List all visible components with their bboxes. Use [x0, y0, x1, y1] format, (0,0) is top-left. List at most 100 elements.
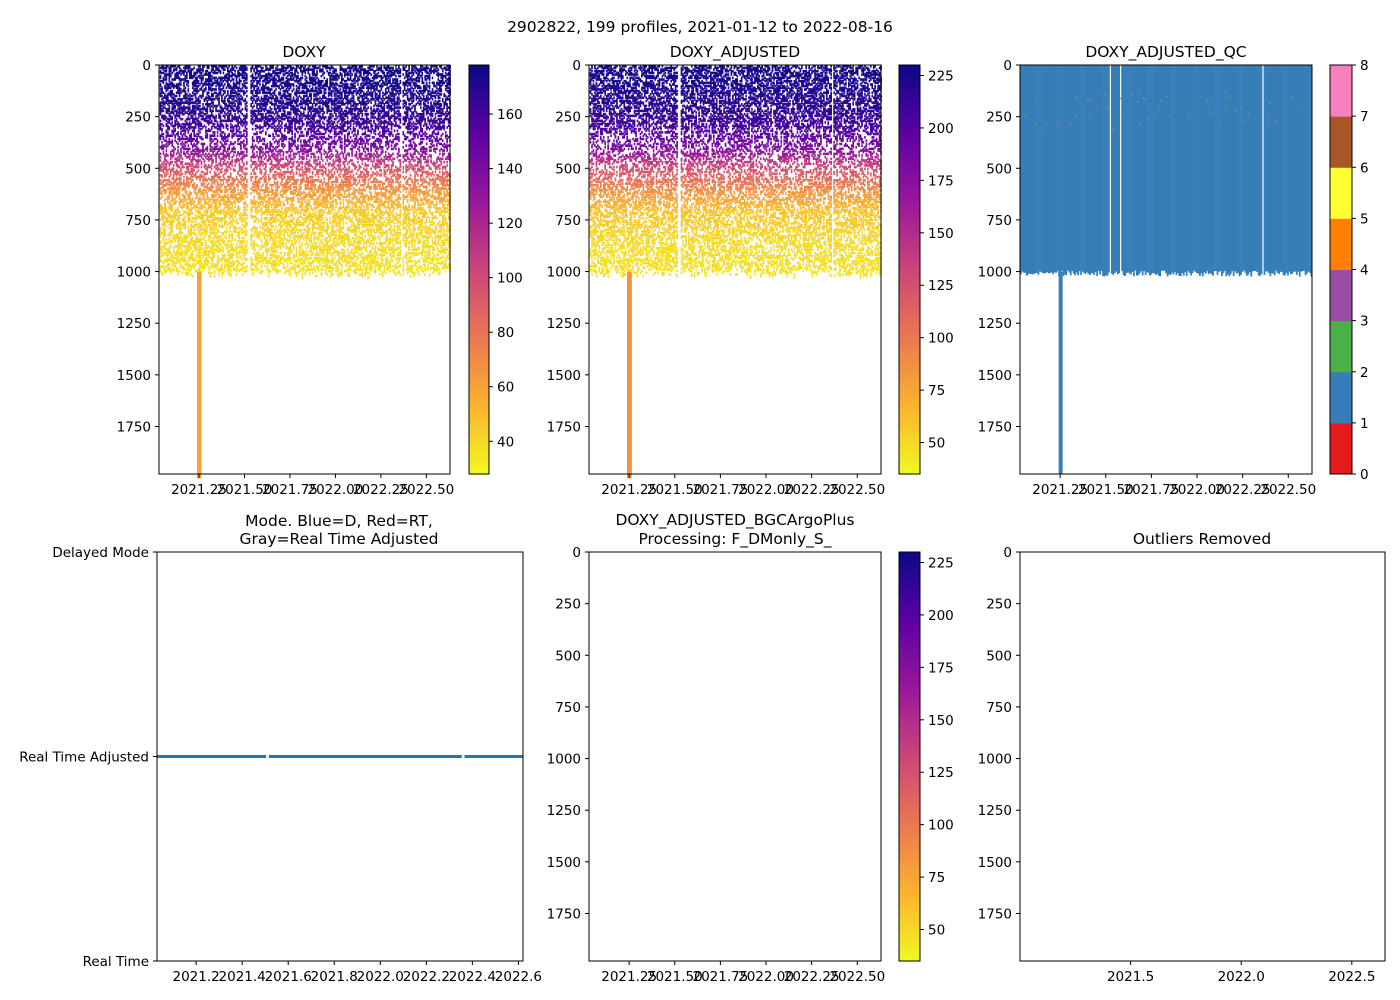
heatmap-cell [169, 266, 172, 270]
heatmap-cell [159, 159, 162, 162]
heatmap-cell [175, 218, 178, 222]
heatmap-cell [196, 192, 198, 195]
heatmap-cell [260, 172, 263, 176]
heatmap-cell [209, 157, 212, 161]
heatmap-cell [187, 273, 190, 276]
heatmap-cell [162, 183, 165, 187]
heatmap-cell [221, 81, 223, 85]
heatmap-cell [270, 248, 273, 252]
heatmap-cell [177, 248, 179, 252]
heatmap-cell [225, 179, 228, 182]
heatmap-cell [178, 83, 181, 86]
heatmap-cell [267, 202, 270, 205]
heatmap-cell [186, 177, 188, 180]
heatmap-cell [215, 76, 217, 80]
heatmap-cell [202, 69, 204, 73]
heatmap-cell [273, 127, 276, 131]
heatmap-cell [213, 91, 216, 95]
heatmap-cell [244, 124, 247, 128]
heatmap-cell [177, 251, 179, 255]
heatmap-cell [226, 197, 229, 200]
heatmap-cell [260, 185, 263, 189]
heatmap-cell [183, 107, 185, 111]
heatmap-cell [272, 183, 274, 187]
heatmap-cell [282, 187, 285, 190]
heatmap-cell [254, 177, 257, 180]
heatmap-cell [231, 91, 233, 95]
heatmap-cell [244, 116, 247, 119]
heatmap-cell [162, 78, 165, 81]
heatmap-cell [218, 248, 220, 252]
heatmap-cell [231, 233, 233, 237]
heatmap-cell [281, 98, 283, 101]
heatmap-cell [199, 256, 201, 260]
heatmap-cell [224, 136, 226, 139]
heatmap-cell [199, 230, 201, 233]
heatmap-cell [224, 91, 226, 95]
heatmap-cell [226, 152, 229, 156]
heatmap-cell [224, 198, 226, 202]
heatmap-cell [257, 180, 260, 184]
heatmap-cell [273, 164, 276, 167]
heatmap-cell [262, 258, 264, 261]
heatmap-cell [266, 221, 269, 225]
heatmap-cell [265, 145, 267, 149]
heatmap-cell [222, 174, 225, 177]
heatmap-cell [243, 74, 245, 78]
heatmap-cell [243, 122, 245, 126]
heatmap-cell [231, 253, 233, 256]
heatmap-cell [174, 74, 176, 78]
heatmap-cell [177, 89, 179, 93]
heatmap-cell [224, 119, 226, 123]
heatmap-cell [244, 98, 247, 101]
heatmap-cell [212, 228, 214, 232]
heatmap-cell [177, 71, 179, 75]
heatmap-cell [276, 154, 279, 157]
heatmap-cell [237, 101, 239, 104]
heatmap-cell [203, 81, 206, 85]
heatmap-cell [276, 99, 279, 103]
heatmap-cell [222, 99, 225, 103]
heatmap-cell [165, 241, 168, 245]
heatmap-cell [265, 150, 267, 154]
heatmap-cell [167, 195, 169, 199]
heatmap-cell [282, 109, 285, 113]
heatmap-cell [262, 112, 264, 116]
heatmap-cell [193, 228, 195, 232]
heatmap-cell [253, 104, 255, 108]
heatmap-cell [251, 78, 254, 81]
heatmap-cell [282, 114, 285, 118]
heatmap-cell [197, 210, 200, 214]
heatmap-cell [193, 241, 195, 245]
heatmap-cell [187, 98, 190, 101]
heatmap-cell [215, 152, 217, 156]
heatmap-cell [197, 134, 200, 138]
heatmap-cell [159, 228, 162, 232]
heatmap-cell [282, 170, 285, 174]
heatmap-cell [238, 213, 241, 217]
heatmap-cell [174, 84, 176, 88]
heatmap-cell [171, 139, 174, 142]
heatmap-cell [281, 243, 283, 247]
heatmap-cell [159, 235, 162, 238]
heatmap-cell [278, 175, 280, 179]
heatmap-cell [199, 154, 201, 157]
heatmap-cell [282, 174, 285, 177]
heatmap-cell [243, 91, 245, 95]
heatmap-cell [273, 155, 276, 159]
heatmap-cell [199, 175, 201, 179]
heatmap-cell [241, 66, 244, 70]
heatmap-cell [191, 91, 194, 95]
heatmap-cell [259, 231, 261, 235]
heatmap-cell [207, 220, 210, 223]
heatmap-cell [222, 68, 225, 71]
heatmap-cell [191, 94, 194, 98]
heatmap-cell [259, 89, 261, 93]
heatmap-cell [244, 230, 247, 233]
heatmap-cell [210, 69, 213, 73]
heatmap-cell [235, 99, 238, 103]
heatmap-cell [221, 144, 223, 147]
heatmap-cell [183, 200, 185, 204]
heatmap-cell [196, 215, 198, 218]
heatmap-cell [207, 253, 210, 256]
